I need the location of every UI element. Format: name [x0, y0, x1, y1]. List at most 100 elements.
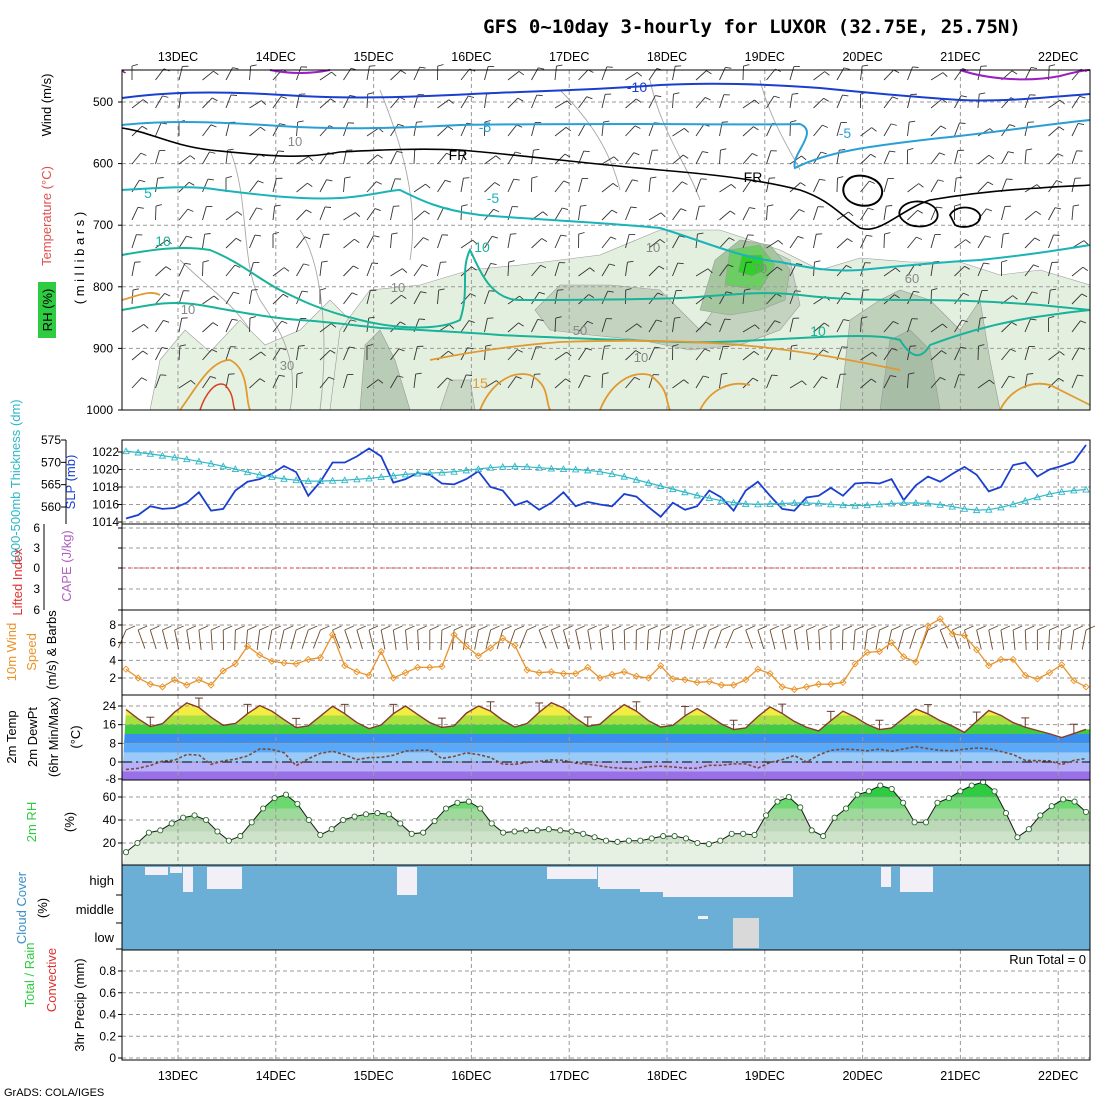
wind-barb-flag — [697, 232, 704, 235]
rh-marker — [1082, 808, 1090, 816]
wind-barb-flag — [1083, 240, 1089, 245]
wind-speed-marker — [584, 663, 592, 672]
wind-barb-flag — [797, 235, 804, 239]
wind-barb-flag — [555, 316, 562, 319]
y-tick-label: 40 — [103, 813, 117, 827]
wind-barb-flag — [979, 92, 986, 95]
wind-barb-flag — [657, 292, 664, 296]
wind-barb — [860, 66, 863, 81]
wind-barb-flag — [368, 316, 375, 319]
wind-barb-flag — [162, 95, 169, 98]
wind-barb-flag — [1001, 259, 1008, 263]
wind-barb-flag — [283, 267, 290, 272]
wind-barb — [766, 266, 778, 277]
wind-barb — [648, 265, 660, 277]
thickness-marker — [705, 494, 714, 502]
wind-barb — [460, 95, 469, 109]
rh-marker — [705, 841, 712, 848]
wind-barb — [343, 238, 355, 249]
top-date-label: 19DEC — [745, 50, 785, 64]
wind-barb-flag — [837, 176, 844, 179]
wind-barb — [860, 235, 867, 249]
wind-barb-flag — [1026, 148, 1033, 151]
wind-barb-flag — [231, 318, 238, 321]
wind-barb-flag — [1058, 126, 1065, 131]
wind-barb — [519, 629, 528, 649]
left-tick-label: 570 — [41, 455, 61, 469]
wind-barb — [413, 122, 417, 137]
wind-speed-marker — [1070, 677, 1078, 685]
wind-barb — [249, 290, 253, 305]
wind-barb — [484, 208, 494, 221]
wind-barb-flag — [1012, 625, 1023, 631]
wind-barb-flag — [400, 70, 407, 74]
wind-barb — [437, 290, 440, 305]
wind-barb-flag — [213, 295, 219, 301]
wind-speed-marker — [268, 657, 276, 665]
wind-barb-flag — [683, 128, 690, 133]
wind-barb — [742, 99, 755, 109]
cape-panel: 6 3 0 3 6 Lifted Index CAPE (J/kg) — [10, 521, 1091, 617]
wind-barb-flag — [463, 177, 470, 179]
thickness-marker — [681, 488, 689, 496]
wind-barb-flag — [1037, 625, 1047, 631]
wind-barb — [155, 150, 160, 165]
wind-barb — [806, 629, 810, 650]
rh-marker — [934, 799, 941, 806]
wind-barb — [625, 125, 636, 137]
wind-barb-flag — [125, 625, 136, 631]
wind-barb — [484, 155, 497, 165]
wind-barb — [672, 208, 682, 221]
wind-barb — [742, 207, 750, 221]
rh-marker — [922, 819, 930, 826]
wind-barb — [390, 151, 398, 165]
wind-barb-flag — [845, 265, 852, 269]
wind-barb — [249, 378, 261, 389]
dewpoint-line — [125, 745, 1087, 771]
wind-barb-flag — [913, 290, 920, 293]
wind-barb — [1048, 153, 1059, 165]
contour-label: FR — [449, 147, 468, 163]
wind-barb — [484, 290, 490, 305]
wind-barb — [954, 374, 960, 389]
wind-barb-flag — [401, 294, 407, 300]
wind-barb — [601, 183, 614, 193]
cloud-gap — [207, 867, 242, 889]
wind-barb-flag — [166, 239, 172, 245]
wind-barb — [1001, 321, 1012, 333]
wind-barb — [131, 207, 139, 221]
wind-barb — [860, 351, 873, 361]
wind-barb-flag — [611, 209, 618, 214]
wind-barb-flag — [891, 625, 901, 631]
rh-marker — [202, 816, 210, 824]
wind-barb — [366, 93, 369, 109]
wind-barb-flag — [674, 316, 681, 319]
wind-barb — [907, 236, 917, 249]
wind-barb-flag — [189, 155, 196, 160]
wind-barb-flag — [259, 378, 266, 383]
wind-barb — [648, 150, 653, 165]
wind-barb-flag — [908, 372, 915, 375]
wind-barb-flag — [721, 372, 728, 375]
wind-barb — [178, 94, 182, 109]
wind-barb — [202, 97, 213, 109]
wind-barb — [202, 376, 211, 389]
wind-barb-flag — [344, 625, 354, 631]
bottom-date-label: 15DEC — [353, 1069, 393, 1083]
wind-barb — [695, 178, 702, 193]
freezing-loop — [898, 200, 981, 228]
wind-barb — [954, 239, 966, 249]
rh-marker — [614, 838, 621, 845]
wind-barb — [789, 380, 803, 389]
wind-barb-flag — [983, 262, 990, 265]
wind-barb — [742, 126, 754, 137]
wind-barb — [719, 94, 725, 109]
wind-barb — [507, 349, 518, 361]
wind-speed-marker — [657, 661, 665, 670]
wind-barb — [1081, 629, 1087, 650]
wind-barb — [174, 629, 180, 650]
wind-barb-flag — [526, 625, 537, 631]
wind-barb-flag — [854, 625, 865, 631]
panel-frame — [121, 69, 1091, 411]
wind-speed-marker — [705, 677, 713, 686]
